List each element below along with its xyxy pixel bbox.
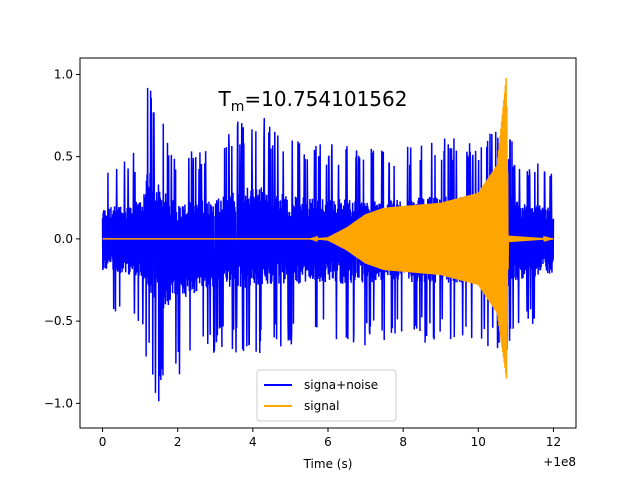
x-tick-label: 6 (324, 435, 332, 449)
y-axis: −1.0 −0.5 0.0 0.5 1.0 (44, 67, 80, 410)
x-axis: 0 2 4 6 8 10 12 (99, 428, 561, 449)
chart-title: Tm=10.754101562 (218, 87, 408, 115)
x-tick-label: 10 (471, 435, 486, 449)
x-tick-label: 8 (399, 435, 407, 449)
y-tick-label: 1.0 (54, 67, 73, 81)
x-tick-label: 0 (99, 435, 107, 449)
series-layer (101, 78, 555, 402)
x-offset-label: +1e8 (543, 455, 576, 469)
x-tick-label: 2 (174, 435, 182, 449)
y-tick-label: −1.0 (44, 396, 73, 410)
y-tick-label: 0.5 (54, 150, 73, 164)
x-tick-label: 12 (546, 435, 561, 449)
legend-box (256, 369, 397, 422)
legend: signa+noise signal (256, 369, 397, 422)
legend-label-signa-noise: signa+noise (304, 378, 378, 392)
legend-label-signal: signal (304, 399, 340, 413)
y-tick-label: −0.5 (44, 314, 73, 328)
y-tick-label: 0.0 (54, 232, 73, 246)
x-tick-label: 4 (249, 435, 257, 449)
title-subscript: m (231, 99, 245, 115)
series-line-signal (102, 78, 554, 379)
x-axis-label: Time (s) (303, 457, 353, 471)
title-value: =10.754101562 (244, 87, 407, 111)
title-symbol: T (218, 87, 232, 111)
